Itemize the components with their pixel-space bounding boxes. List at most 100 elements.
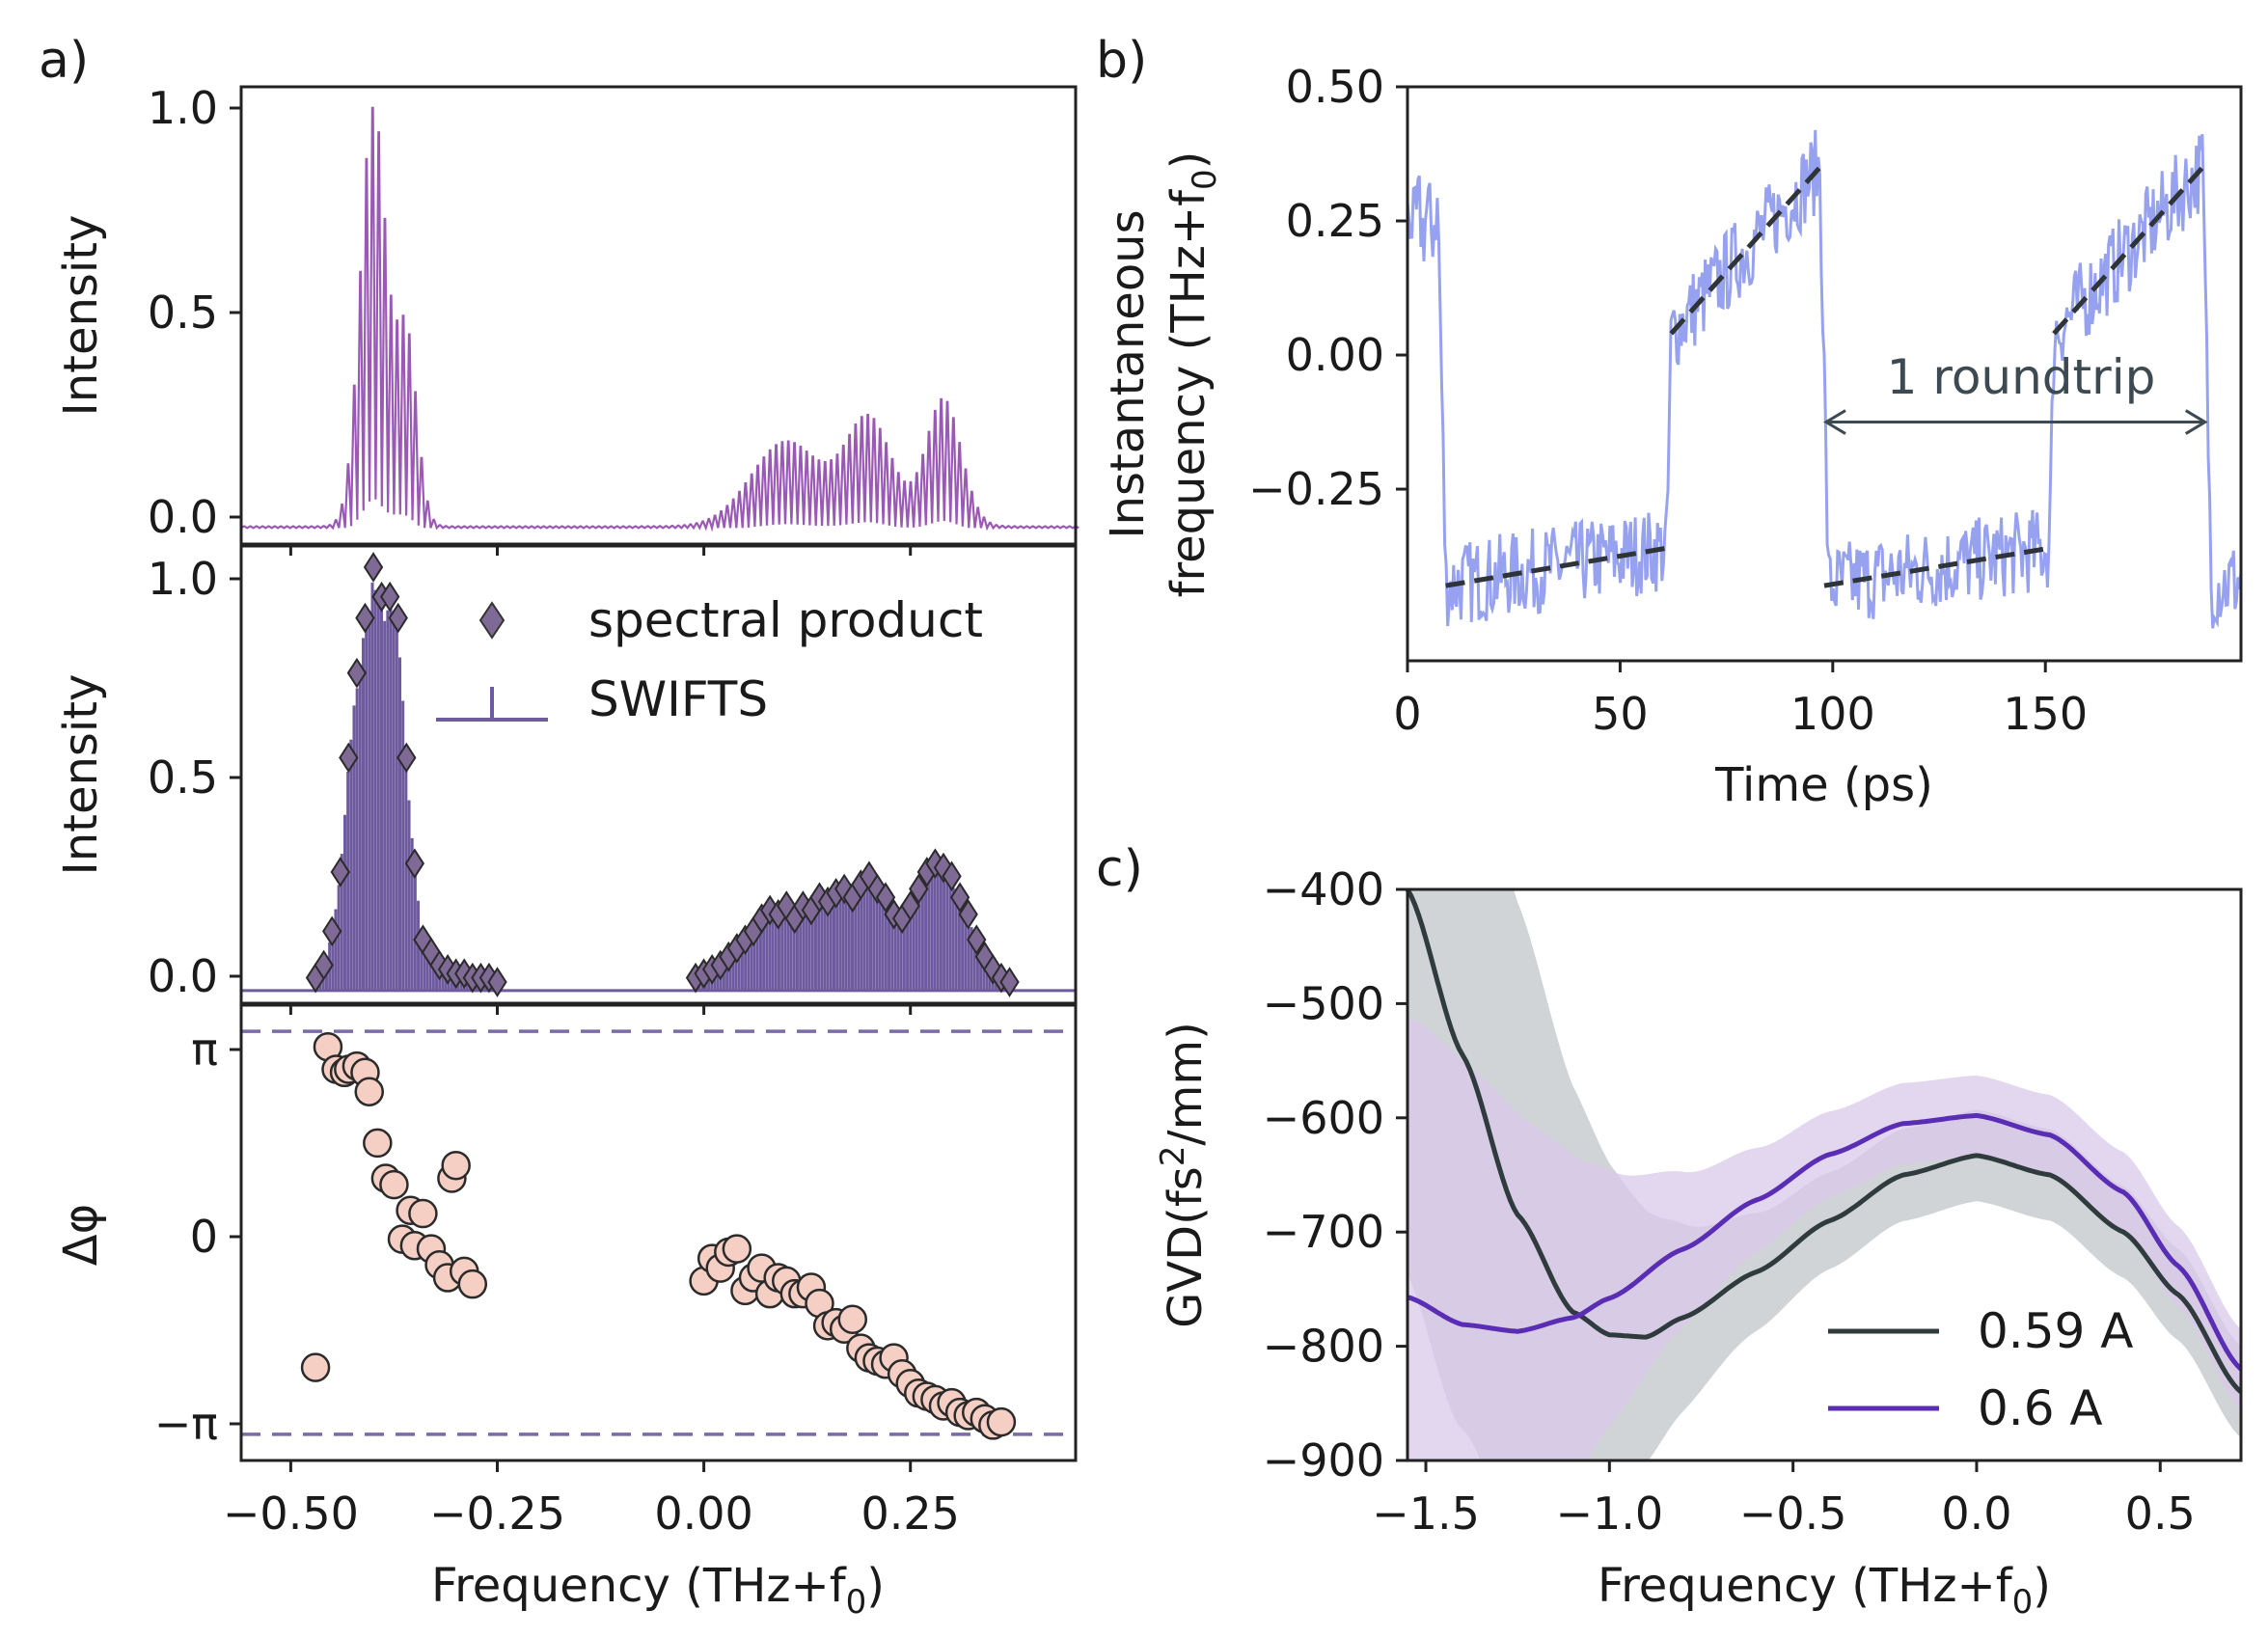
ytick-label: −500 <box>1263 977 1384 1029</box>
xtick-label: −1.0 <box>1555 1487 1663 1540</box>
ytick-label: −900 <box>1263 1434 1384 1487</box>
swifts-bars <box>241 582 1076 993</box>
ytick-label: 0.0 <box>148 950 218 1002</box>
xtick-label: −0.50 <box>223 1487 359 1540</box>
spectral-product-point <box>900 890 920 921</box>
spectral-product-point <box>363 552 384 583</box>
panel-label-c: c) <box>1096 840 1143 898</box>
spectral-product-point <box>388 602 408 634</box>
x-axis-label-main: Frequency (THz+f <box>431 1559 847 1613</box>
axes-frame-a-bottom <box>239 1003 1078 1462</box>
spectrum-line <box>240 106 1079 532</box>
ytick-label: 0.50 <box>1286 61 1384 113</box>
ytick-label: 0.0 <box>148 491 218 543</box>
y-axis-label-sup: 2 <box>1154 1146 1192 1167</box>
spectral-product-point <box>396 742 417 774</box>
x-axis-label-sub: 0 <box>2012 1583 2034 1622</box>
ytick-label: 1.0 <box>148 82 218 134</box>
ytick-label: −700 <box>1263 1206 1384 1258</box>
spectral-product-point <box>355 602 375 634</box>
xtick-label: 0.25 <box>861 1487 960 1540</box>
y-axis-label-main: GVD(fs <box>1159 1166 1213 1328</box>
spectral-product-point <box>958 898 978 930</box>
series-line-0-6A <box>1407 1112 2243 1372</box>
phase-point <box>457 1269 488 1299</box>
fit-line <box>1445 545 1668 588</box>
xtick-label: 150 <box>2003 688 2088 740</box>
phase-point <box>354 1077 384 1106</box>
spectral-product-point <box>909 873 929 905</box>
panel-label-a: a) <box>39 32 89 90</box>
spectral-product-point <box>949 882 970 914</box>
ytick-label: −0.25 <box>1248 463 1384 515</box>
x-axis-label-tail: ) <box>866 1559 885 1613</box>
instantaneous-frequency-trace <box>1406 129 2243 629</box>
phase-point <box>363 1128 393 1159</box>
y-axis-label: Δφ <box>54 1204 108 1267</box>
legend-label-0-6A: 0.6 A <box>1978 1380 2103 1436</box>
roundtrip-annotation: 1 roundtrip <box>1887 349 2156 405</box>
phase-point <box>379 1169 409 1200</box>
y-axis-label: Intensity <box>54 215 108 417</box>
ticks-c: −1.5 −1.0 −0.5 0.0 0.5 −900 −800 −700 −600 −500 −4… <box>1263 863 2196 1540</box>
band-0-6A <box>1407 1017 2241 1460</box>
panel-a-middle: 0.0 0.5 1.0 Intensity spectral product S… <box>54 544 1078 1005</box>
y-axis-label-sub: 0 <box>1186 169 1224 190</box>
xtick-label: −1.5 <box>1372 1487 1480 1540</box>
spectral-product-markers <box>305 552 1020 997</box>
ytick-label: 0.25 <box>1286 195 1384 247</box>
phase-point <box>722 1234 752 1264</box>
phase-points <box>300 1031 1017 1440</box>
axes-frame-b <box>1406 85 2243 663</box>
spectral-product-point <box>875 882 896 914</box>
y-axis-label: GVD(fs2/mm) <box>1154 1022 1213 1328</box>
legend-label-swifts: SWIFTS <box>588 671 768 727</box>
ytick-label: −600 <box>1263 1092 1384 1144</box>
phase-point <box>408 1198 438 1229</box>
xtick-label: 0.5 <box>2125 1487 2196 1540</box>
ytick-label: π <box>191 1023 218 1076</box>
spectral-product-point <box>487 967 507 997</box>
linear-fit-lines <box>1445 165 2205 588</box>
legend-label-spectral-product: spectral product <box>588 592 983 648</box>
ytick-label: −π <box>154 1398 218 1450</box>
phase-point <box>300 1352 331 1382</box>
spectral-product-point <box>322 915 342 947</box>
phase-point <box>986 1406 1017 1437</box>
spectral-product-point <box>346 657 368 689</box>
spectral-product-point <box>933 852 954 884</box>
xtick-label: 0.0 <box>1941 1487 2011 1540</box>
panel-a-top: 0.0 0.5 1.0 Intensity <box>54 82 1079 546</box>
x-axis-label-tail: ) <box>2033 1559 2051 1613</box>
phase-point <box>441 1150 471 1181</box>
ytick-label: 0 <box>190 1211 218 1263</box>
panel-label-b: b) <box>1096 32 1147 90</box>
phase-point <box>837 1304 868 1334</box>
y-axis-label-line1: Instantaneous <box>1101 209 1155 538</box>
legend-label-0-59A: 0.59 A <box>1978 1303 2133 1359</box>
panel-c: −1.5 −1.0 −0.5 0.0 0.5 −900 −800 −700 −600 −500 −4… <box>1154 863 2243 1622</box>
y-axis-label-tail: ) <box>1161 151 1216 170</box>
axes-frame-a-top <box>239 85 1078 546</box>
roundtrip-arrowhead-right <box>2184 409 2208 435</box>
legend-diamond-marker <box>478 601 506 640</box>
spectral-product-point <box>983 954 1003 985</box>
spectral-product-point <box>339 742 359 774</box>
spectral-product-point <box>967 924 987 956</box>
fit-line <box>2052 165 2205 336</box>
ytick-label: 0.00 <box>1286 329 1384 381</box>
x-axis-label-main: Frequency (THz+f <box>1598 1559 2013 1613</box>
axes-frame-a-middle <box>239 544 1078 1005</box>
spectral-product-point <box>379 581 400 613</box>
x-ticks-a: −0.50 −0.25 0.00 0.25 <box>223 544 960 1540</box>
y-axis-label-tail: /mm) <box>1159 1022 1213 1145</box>
ytick-label: −800 <box>1263 1321 1384 1373</box>
y-axis-label-main: frequency (THz+f <box>1161 189 1216 598</box>
ticks-b: 0 50 100 150 −0.25 0.00 0.25 0.50 <box>1248 61 2088 740</box>
panel-b: 1 roundtrip 0 50 100 150 −0.25 0.00 0.25 0.50 T… <box>1101 61 2243 812</box>
spectral-product-point <box>330 857 350 887</box>
panel-a-bottom: −π 0 π Δφ −0.50 −0.25 0.00 0.25 Frequency (… <box>54 544 1078 1622</box>
xtick-label: 0 <box>1393 688 1421 740</box>
ytick-label: 0.5 <box>148 751 218 804</box>
